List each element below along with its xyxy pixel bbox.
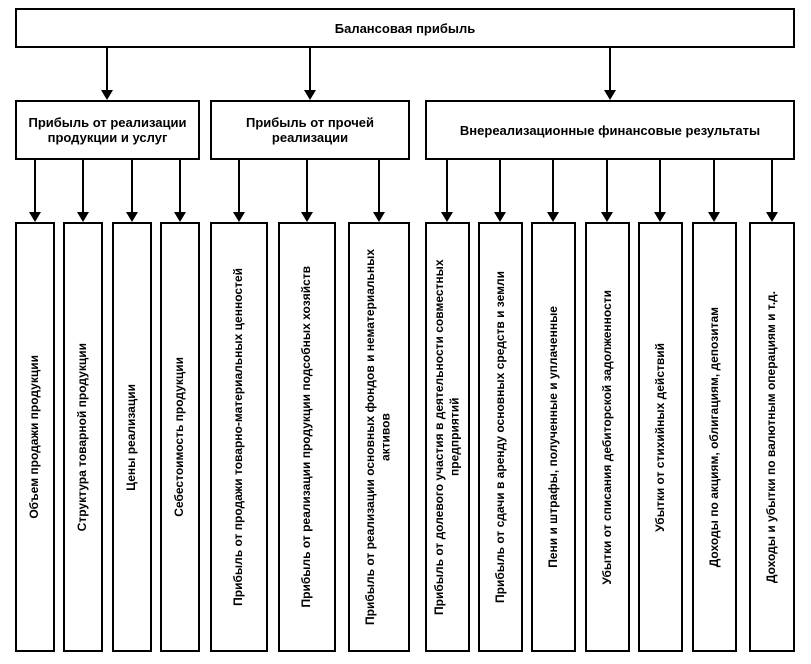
arrow-head: [101, 90, 113, 100]
arrow-line: [179, 160, 181, 212]
leaf-box: Себестоимость продукции: [160, 222, 200, 652]
leaf-box: Пени и штрафы, полученные и уплаченные: [531, 222, 576, 652]
leaf-label: Убытки от стихийных действий: [653, 343, 669, 532]
arrow-line: [606, 160, 608, 212]
leaf-box: Прибыль от долевого участия в деятельнос…: [425, 222, 470, 652]
group-label: Прибыль от прочей реализации: [216, 115, 404, 145]
arrow-line: [499, 160, 501, 212]
arrow-line: [609, 48, 611, 90]
arrow-line: [131, 160, 133, 212]
arrow-head: [601, 212, 613, 222]
group-box-1: Прибыль от реализации продукции и услуг: [15, 100, 200, 160]
arrow-line: [659, 160, 661, 212]
arrow-head: [304, 90, 316, 100]
arrow-head: [766, 212, 778, 222]
arrow-head: [29, 212, 41, 222]
leaf-label: Прибыль от долевого участия в деятельнос…: [432, 237, 463, 637]
leaf-label: Цены реализации: [124, 384, 140, 491]
arrow-head: [373, 212, 385, 222]
arrow-head: [126, 212, 138, 222]
arrow-line: [446, 160, 448, 212]
leaf-label: Доходы и убытки по валютным операциям и …: [764, 291, 780, 583]
leaf-label: Доходы по акциям, облигациям, депозитам: [707, 307, 723, 567]
arrow-head: [494, 212, 506, 222]
leaf-label: Убытки от списания дебиторской задолженн…: [600, 290, 616, 585]
arrow-line: [309, 48, 311, 90]
leaf-label: Себестоимость продукции: [172, 357, 188, 517]
group-box-2: Прибыль от прочей реализации: [210, 100, 410, 160]
leaf-box: Прибыль от продажи товарно-материальных …: [210, 222, 268, 652]
leaf-box: Цены реализации: [112, 222, 152, 652]
leaf-label: Прибыль от продажи товарно-материальных …: [231, 268, 247, 606]
arrow-head: [174, 212, 186, 222]
group-box-3: Внереализационные финансовые результаты: [425, 100, 795, 160]
leaf-box: Прибыль от сдачи в аренду основных средс…: [478, 222, 523, 652]
arrow-line: [378, 160, 380, 212]
leaf-box: Прибыль от реализации продукции подсобны…: [278, 222, 336, 652]
leaf-box: Структура товарной продукции: [63, 222, 103, 652]
arrow-head: [301, 212, 313, 222]
arrow-head: [77, 212, 89, 222]
leaf-label: Объем продажи продукции: [27, 355, 43, 519]
arrow-head: [604, 90, 616, 100]
leaf-box: Доходы и убытки по валютным операциям и …: [749, 222, 795, 652]
leaf-label: Пени и штрафы, полученные и уплаченные: [546, 306, 562, 568]
root-box: Балансовая прибыль: [15, 8, 795, 48]
arrow-line: [82, 160, 84, 212]
root-label: Балансовая прибыль: [335, 21, 476, 36]
group-label: Внереализационные финансовые результаты: [460, 123, 760, 138]
leaf-label: Прибыль от реализации продукции подсобны…: [299, 266, 315, 607]
leaf-box: Доходы по акциям, облигациям, депозитам: [692, 222, 737, 652]
diagram-root: Балансовая прибыль Прибыль от реализации…: [0, 0, 811, 664]
leaf-box: Прибыль от реализации основных фондов и …: [348, 222, 410, 652]
arrow-head: [708, 212, 720, 222]
arrow-line: [713, 160, 715, 212]
arrow-head: [654, 212, 666, 222]
arrow-line: [238, 160, 240, 212]
leaf-label: Структура товарной продукции: [75, 343, 91, 531]
leaf-box: Убытки от стихийных действий: [638, 222, 683, 652]
arrow-line: [106, 48, 108, 90]
arrow-head: [441, 212, 453, 222]
arrow-line: [306, 160, 308, 212]
arrow-line: [34, 160, 36, 212]
leaf-box: Убытки от списания дебиторской задолженн…: [585, 222, 630, 652]
arrow-line: [771, 160, 773, 212]
arrow-line: [552, 160, 554, 212]
arrow-head: [547, 212, 559, 222]
leaf-label: Прибыль от реализации основных фондов и …: [363, 237, 394, 637]
leaf-box: Объем продажи продукции: [15, 222, 55, 652]
group-label: Прибыль от реализации продукции и услуг: [21, 115, 194, 145]
arrow-head: [233, 212, 245, 222]
leaf-label: Прибыль от сдачи в аренду основных средс…: [493, 271, 509, 603]
